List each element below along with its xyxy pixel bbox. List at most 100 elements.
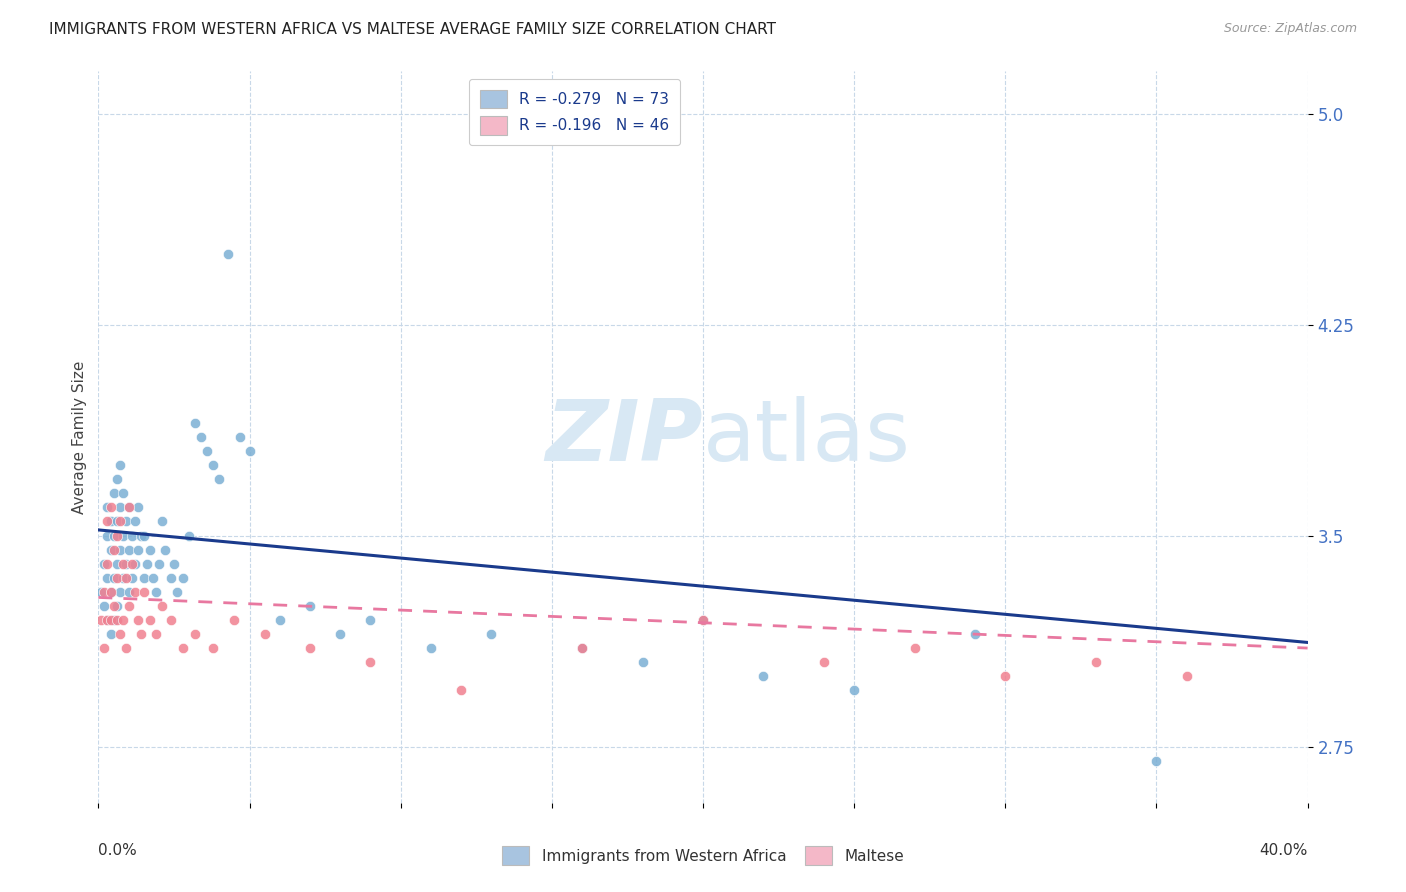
Point — [1085, 655, 1108, 669]
Point — [481, 627, 503, 641]
Point — [208, 472, 231, 486]
Point — [150, 599, 173, 613]
Point — [692, 613, 714, 627]
Point — [450, 683, 472, 698]
Point — [1175, 669, 1198, 683]
Point — [105, 472, 128, 486]
Text: ZIP: ZIP — [546, 395, 703, 479]
Point — [111, 613, 134, 627]
Point — [190, 430, 212, 444]
Point — [752, 669, 775, 683]
Point — [121, 528, 143, 542]
Point — [118, 500, 141, 515]
Point — [631, 655, 654, 669]
Point — [105, 613, 128, 627]
Point — [571, 641, 593, 656]
Point — [269, 613, 291, 627]
Point — [100, 500, 122, 515]
Point — [103, 571, 125, 585]
Point — [118, 599, 141, 613]
Point — [160, 613, 183, 627]
Point — [108, 500, 131, 515]
Point — [163, 557, 186, 571]
Point — [184, 627, 207, 641]
Point — [100, 542, 122, 557]
Point — [111, 528, 134, 542]
Text: Source: ZipAtlas.com: Source: ZipAtlas.com — [1223, 22, 1357, 36]
Point — [299, 599, 322, 613]
Point — [145, 627, 167, 641]
Point — [124, 584, 146, 599]
Point — [93, 557, 115, 571]
Point — [118, 584, 141, 599]
Point — [118, 500, 141, 515]
Point — [129, 528, 152, 542]
Point — [96, 613, 118, 627]
Point — [813, 655, 835, 669]
Point — [96, 500, 118, 515]
Point — [114, 557, 136, 571]
Y-axis label: Average Family Size: Average Family Size — [72, 360, 87, 514]
Point — [111, 486, 134, 500]
Point — [103, 599, 125, 613]
Point — [124, 557, 146, 571]
Point — [114, 641, 136, 656]
Point — [108, 458, 131, 473]
Point — [93, 599, 115, 613]
Point — [132, 528, 155, 542]
Point — [90, 613, 112, 627]
Text: 40.0%: 40.0% — [1260, 843, 1308, 858]
Point — [145, 584, 167, 599]
Point — [1144, 754, 1167, 768]
Point — [692, 613, 714, 627]
Point — [108, 584, 131, 599]
Point — [129, 627, 152, 641]
Point — [96, 557, 118, 571]
Point — [202, 458, 225, 473]
Point — [177, 528, 201, 542]
Point — [239, 444, 262, 458]
Point — [299, 641, 322, 656]
Point — [135, 557, 157, 571]
Point — [108, 627, 131, 641]
Point — [114, 515, 136, 529]
Point — [142, 571, 165, 585]
Point — [100, 584, 122, 599]
Point — [160, 571, 183, 585]
Point — [132, 584, 155, 599]
Point — [100, 515, 122, 529]
Point — [114, 571, 136, 585]
Point — [103, 486, 125, 500]
Point — [184, 416, 207, 430]
Point — [360, 655, 382, 669]
Point — [103, 528, 125, 542]
Point — [108, 542, 131, 557]
Point — [96, 515, 118, 529]
Point — [124, 515, 146, 529]
Point — [127, 542, 149, 557]
Point — [329, 627, 352, 641]
Point — [103, 542, 125, 557]
Point — [105, 557, 128, 571]
Text: atlas: atlas — [703, 395, 911, 479]
Point — [100, 584, 122, 599]
Point — [96, 528, 118, 542]
Point — [90, 584, 112, 599]
Point — [172, 641, 194, 656]
Point — [127, 500, 149, 515]
Point — [229, 430, 252, 444]
Point — [105, 599, 128, 613]
Point — [105, 571, 128, 585]
Point — [121, 557, 143, 571]
Point — [150, 515, 173, 529]
Point — [139, 613, 162, 627]
Point — [111, 571, 134, 585]
Point — [153, 542, 176, 557]
Text: 0.0%: 0.0% — [98, 843, 138, 858]
Point — [132, 571, 155, 585]
Point — [93, 584, 115, 599]
Point — [100, 627, 122, 641]
Point — [172, 571, 194, 585]
Point — [93, 641, 115, 656]
Point — [224, 613, 246, 627]
